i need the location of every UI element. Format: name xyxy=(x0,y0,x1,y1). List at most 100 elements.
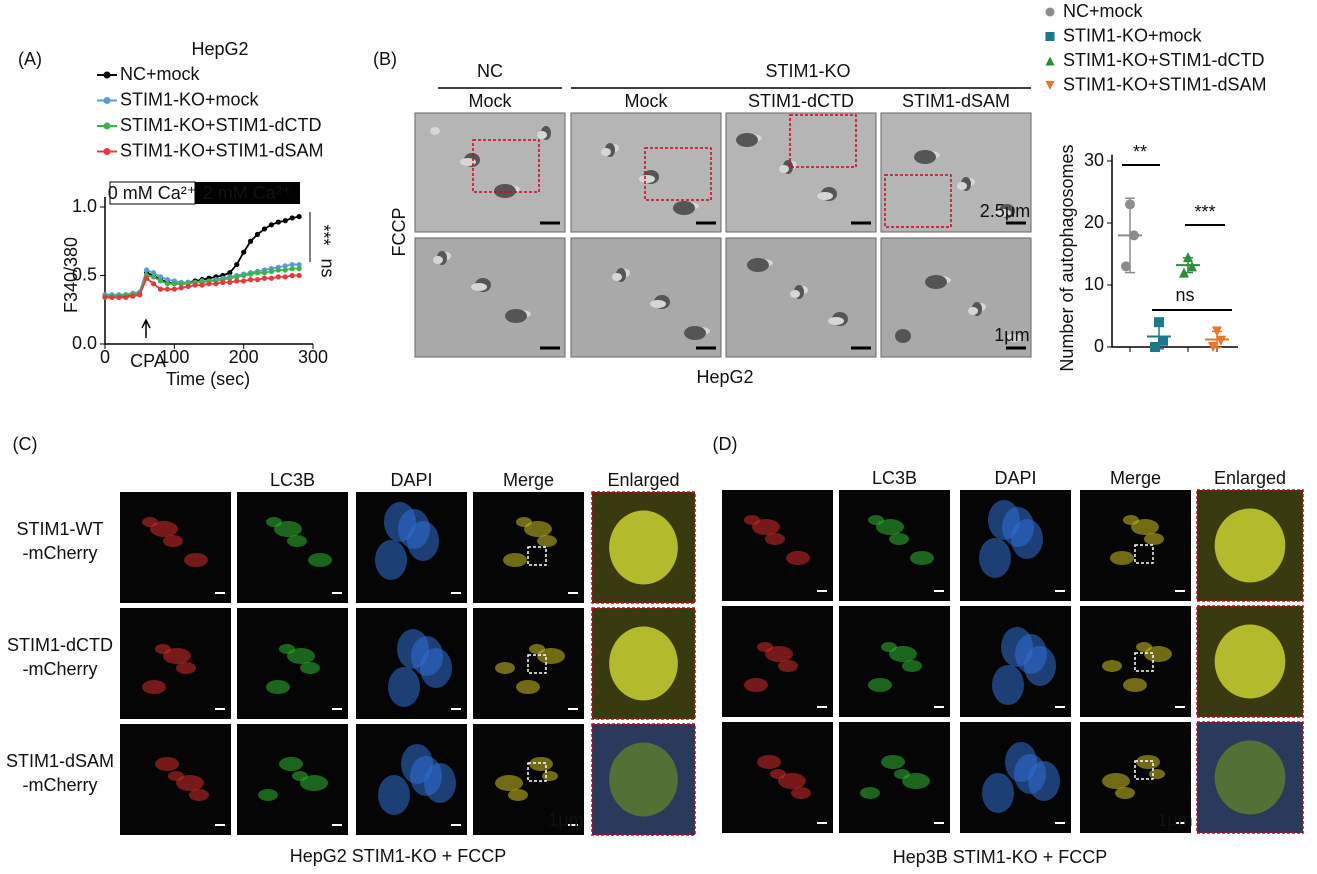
zoom-box xyxy=(472,139,540,193)
signal xyxy=(424,763,456,803)
micrograph xyxy=(237,608,348,719)
signal xyxy=(1102,660,1122,672)
data-point xyxy=(192,282,198,288)
data-point xyxy=(268,275,274,281)
y-axis-label: F340/380 xyxy=(61,237,81,313)
data-point xyxy=(1121,261,1131,272)
signal xyxy=(1123,678,1147,692)
signal xyxy=(860,787,880,799)
signal xyxy=(378,775,410,815)
x-tick-label: 100 xyxy=(159,347,189,367)
data-point xyxy=(164,286,170,292)
signal xyxy=(287,535,307,547)
column-header: Enlarged xyxy=(607,470,679,490)
row-label: -mCherry xyxy=(23,775,98,795)
organelle xyxy=(995,209,1011,217)
data-point xyxy=(185,283,191,290)
signal xyxy=(150,521,178,537)
organelle xyxy=(957,182,967,190)
signal xyxy=(982,773,1014,813)
data-point xyxy=(261,275,268,281)
signal xyxy=(1149,769,1165,779)
organelle xyxy=(747,258,769,272)
row-label: STIM1-WT xyxy=(17,519,104,539)
zoom-box xyxy=(527,762,547,782)
data-point xyxy=(150,274,157,280)
organelle xyxy=(828,317,844,325)
enlarged-signal xyxy=(609,742,678,817)
cpa-arrow xyxy=(141,318,151,338)
micrograph xyxy=(839,722,950,833)
legend-marker xyxy=(1045,56,1055,66)
organelle xyxy=(895,329,911,343)
signal xyxy=(537,535,557,547)
data-point xyxy=(178,285,184,291)
signal xyxy=(142,680,166,694)
significance: *** xyxy=(313,224,333,245)
y-tick-label: 1.0 xyxy=(72,196,97,216)
significance: *** xyxy=(1194,202,1215,222)
legend-label: STIM1-KO+mock xyxy=(1063,25,1203,45)
zoom-box xyxy=(527,654,547,674)
data-point xyxy=(171,286,177,292)
data-point xyxy=(296,266,302,272)
signal xyxy=(398,509,430,549)
x-tick-label: 200 xyxy=(229,347,259,367)
signal xyxy=(757,755,781,769)
signal xyxy=(1144,533,1164,545)
caption: Hep3B STIM1-KO + FCCP xyxy=(893,847,1108,867)
signal xyxy=(401,744,433,784)
micrograph xyxy=(1080,606,1191,717)
significance: ns xyxy=(317,258,337,277)
data-point xyxy=(289,266,295,272)
organelle xyxy=(612,273,622,281)
data-point xyxy=(275,267,281,273)
scale-label: 1μm xyxy=(1157,810,1192,830)
micrograph xyxy=(725,112,877,233)
signal xyxy=(765,646,793,662)
data-point xyxy=(157,286,164,292)
signal xyxy=(308,553,332,567)
y-tick-label: 0.5 xyxy=(72,264,97,284)
signal xyxy=(910,551,934,565)
group-header: NC xyxy=(477,61,503,81)
panel-label: (C) xyxy=(13,434,38,454)
legend-label: STIM1-KO+STIM1-dCTD xyxy=(120,115,322,135)
column-header: STIM1-dCTD xyxy=(748,91,854,111)
zoom-box xyxy=(644,147,712,201)
data-point xyxy=(144,267,150,273)
signal xyxy=(524,521,552,537)
organelle xyxy=(968,307,978,315)
signal xyxy=(516,680,540,694)
signal xyxy=(744,678,768,692)
y-tick-label: 0 xyxy=(1094,336,1104,356)
micrograph xyxy=(839,606,950,717)
signal xyxy=(889,533,909,545)
column-header: DAPI xyxy=(390,470,432,490)
y-tick-label: 20 xyxy=(1084,212,1104,232)
data-point xyxy=(171,281,177,287)
signal xyxy=(163,648,191,664)
enlarged-signal xyxy=(1214,508,1286,583)
data-point xyxy=(109,294,115,301)
data-point xyxy=(1183,252,1193,263)
column-header: LC3B xyxy=(270,470,315,490)
data-point xyxy=(248,238,254,244)
group-header: STIM1-KO xyxy=(765,61,850,81)
data-point xyxy=(178,281,184,287)
organelle xyxy=(433,256,443,264)
signal xyxy=(184,553,208,567)
data-point xyxy=(199,282,205,288)
enlarged-signal xyxy=(1214,624,1286,699)
legend-marker xyxy=(1045,7,1055,17)
signal xyxy=(411,636,443,676)
signal xyxy=(503,553,527,567)
data-point xyxy=(1129,230,1139,241)
data-point xyxy=(137,292,143,298)
legend-label: STIM1-KO+mock xyxy=(120,89,260,109)
organelle xyxy=(673,201,695,215)
data-point xyxy=(289,272,295,279)
data-point xyxy=(220,279,226,285)
signal xyxy=(752,519,780,535)
